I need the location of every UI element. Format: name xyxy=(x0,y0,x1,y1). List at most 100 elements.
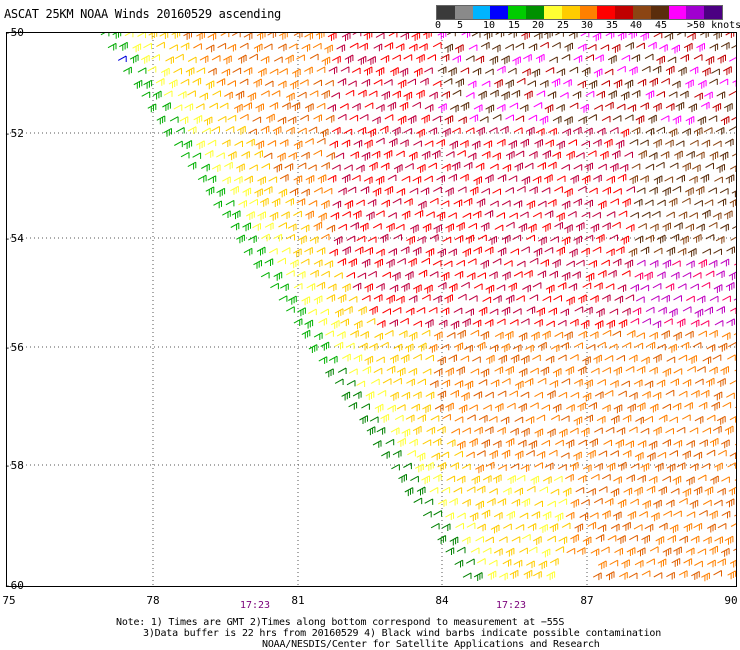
wind-barb xyxy=(376,356,385,363)
wind-barb xyxy=(242,222,251,232)
wind-barb xyxy=(705,377,715,387)
wind-barb xyxy=(595,308,605,317)
wind-barb xyxy=(156,115,166,125)
wind-barb xyxy=(627,403,636,413)
wind-barb xyxy=(433,331,443,341)
wind-barb xyxy=(497,426,506,435)
wind-barb xyxy=(720,258,730,267)
wind-barb xyxy=(600,546,610,553)
wind-barb xyxy=(238,199,247,208)
wind-barb xyxy=(379,125,389,134)
wind-barb xyxy=(476,485,486,494)
wind-barb xyxy=(665,65,675,75)
wind-barb xyxy=(485,391,494,399)
wind-barb xyxy=(519,512,529,519)
wind-barb xyxy=(374,258,383,268)
wind-barb xyxy=(689,66,699,75)
wind-barb xyxy=(416,452,426,462)
wind-barb xyxy=(456,440,466,450)
wind-barb xyxy=(532,536,542,545)
wind-barb xyxy=(682,271,692,279)
wind-barb xyxy=(419,77,429,86)
wind-barb xyxy=(480,222,490,232)
wind-barb xyxy=(337,113,347,121)
wind-barb xyxy=(341,32,351,42)
wind-barb xyxy=(440,200,450,207)
wind-barb xyxy=(436,211,446,221)
wind-barb xyxy=(600,44,610,51)
wind-barb xyxy=(512,344,522,352)
wind-barb xyxy=(539,523,548,533)
wind-barb xyxy=(590,548,600,556)
wind-barb xyxy=(462,572,472,579)
wind-barb xyxy=(424,67,433,74)
wind-barb xyxy=(488,235,497,245)
wind-barb xyxy=(255,140,265,150)
wind-barb xyxy=(444,115,454,125)
wind-barb xyxy=(441,523,451,531)
wind-barb xyxy=(148,32,158,40)
wind-speed-legend xyxy=(436,5,723,20)
wind-barb xyxy=(729,379,737,385)
wind-barb xyxy=(334,272,343,279)
wind-barb xyxy=(438,103,447,113)
wind-barb xyxy=(727,462,737,469)
wind-barb xyxy=(380,54,390,63)
wind-barb xyxy=(376,320,386,328)
wind-barb xyxy=(177,90,187,99)
wind-barb xyxy=(384,114,394,121)
wind-barb xyxy=(672,402,682,411)
wind-barb xyxy=(221,139,231,147)
wind-barb xyxy=(580,103,589,113)
wind-barb xyxy=(558,428,568,438)
wind-barb xyxy=(449,140,458,150)
wind-barb xyxy=(383,79,393,86)
wind-barb xyxy=(581,140,590,148)
wind-barb xyxy=(670,488,680,495)
wind-barb xyxy=(350,151,359,159)
wind-barb xyxy=(249,53,258,61)
wind-barb xyxy=(341,174,351,183)
wind-barb xyxy=(401,428,411,438)
wind-barb xyxy=(291,68,301,78)
wind-barb xyxy=(628,572,638,579)
wind-barb xyxy=(441,379,451,388)
wind-barb xyxy=(510,248,519,255)
wind-barb xyxy=(677,283,687,290)
wind-barb xyxy=(505,43,514,51)
wind-barb xyxy=(566,547,576,555)
wind-barb xyxy=(400,354,410,364)
wind-barb xyxy=(631,89,641,98)
legend-color-swatch xyxy=(650,6,669,19)
wind-barb xyxy=(263,43,273,50)
wind-barb xyxy=(547,500,556,508)
wind-barb xyxy=(348,401,358,410)
wind-barb xyxy=(455,522,464,530)
wind-barb xyxy=(489,200,499,207)
wind-barb xyxy=(712,102,722,112)
wind-barb xyxy=(536,414,546,421)
wind-barb xyxy=(625,223,635,232)
wind-barb xyxy=(324,260,334,268)
wind-barb xyxy=(614,547,623,556)
wind-barb xyxy=(299,79,309,86)
wind-barb xyxy=(652,65,662,74)
wind-barb xyxy=(269,102,279,110)
wind-barb xyxy=(587,43,597,51)
wind-barb xyxy=(219,102,229,110)
wind-barb xyxy=(461,536,471,545)
wind-barb xyxy=(595,233,605,243)
wind-map xyxy=(6,32,737,587)
wind-barb xyxy=(481,150,491,159)
wind-barb xyxy=(528,43,538,51)
wind-barb xyxy=(604,389,614,397)
wind-barb xyxy=(701,209,711,219)
wind-barb xyxy=(335,152,345,159)
wind-barb xyxy=(501,234,511,244)
wind-barb xyxy=(554,331,564,339)
wind-barb xyxy=(241,151,250,159)
wind-barb xyxy=(639,511,648,518)
wind-barb xyxy=(581,247,590,256)
wind-barb xyxy=(617,499,627,508)
wind-barb xyxy=(518,223,528,232)
